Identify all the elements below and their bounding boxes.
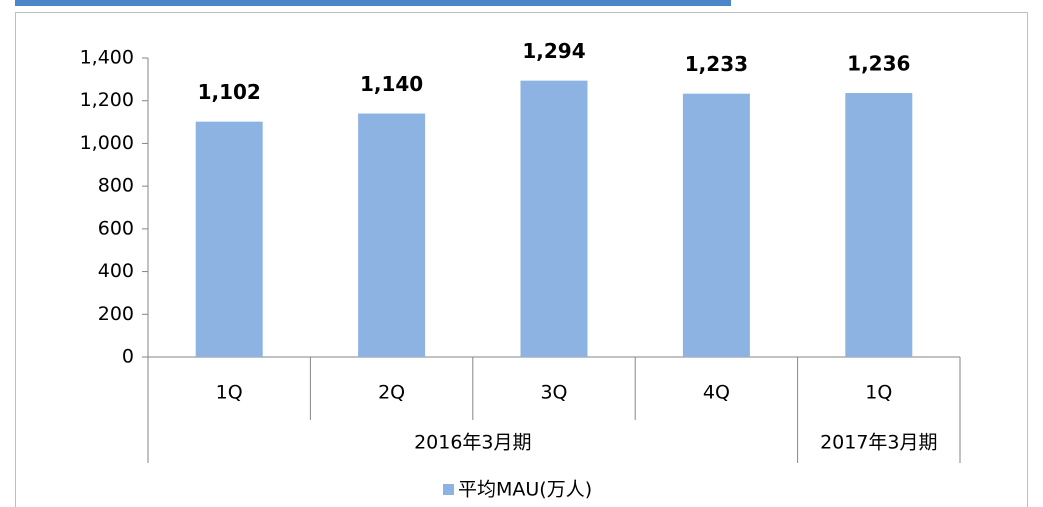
group-label: 2016年3月期 (414, 432, 531, 454)
group-label: 2017年3月期 (820, 432, 937, 454)
bar (195, 121, 263, 357)
x-tick-label: 4Q (703, 382, 730, 404)
value-label: 1,294 (522, 39, 585, 63)
y-tick-label: 200 (98, 303, 134, 325)
value-label: 1,233 (685, 52, 748, 76)
bar (358, 113, 426, 358)
y-tick-label: 0 (122, 346, 134, 368)
header-strip (15, 0, 731, 6)
x-tick-label: 3Q (540, 382, 567, 404)
value-label: 1,102 (198, 80, 261, 104)
y-tick-label: 1,400 (80, 47, 134, 69)
y-tick-label: 1,000 (80, 132, 134, 154)
y-tick-label: 1,200 (80, 89, 134, 111)
x-tick-label: 1Q (216, 382, 243, 404)
x-tick-label: 1Q (865, 382, 892, 404)
legend-label: 平均MAU(万人) (458, 479, 592, 501)
y-tick-label: 800 (98, 175, 134, 197)
value-label: 1,236 (847, 52, 910, 76)
value-label: 1,140 (360, 72, 423, 96)
x-tick-label: 2Q (378, 382, 405, 404)
bar (520, 80, 588, 357)
chart-frame (15, 12, 1028, 507)
bar (682, 93, 750, 357)
y-tick-label: 400 (98, 260, 134, 282)
bar (845, 93, 913, 358)
legend-swatch (443, 484, 454, 495)
y-tick-label: 600 (98, 217, 134, 239)
